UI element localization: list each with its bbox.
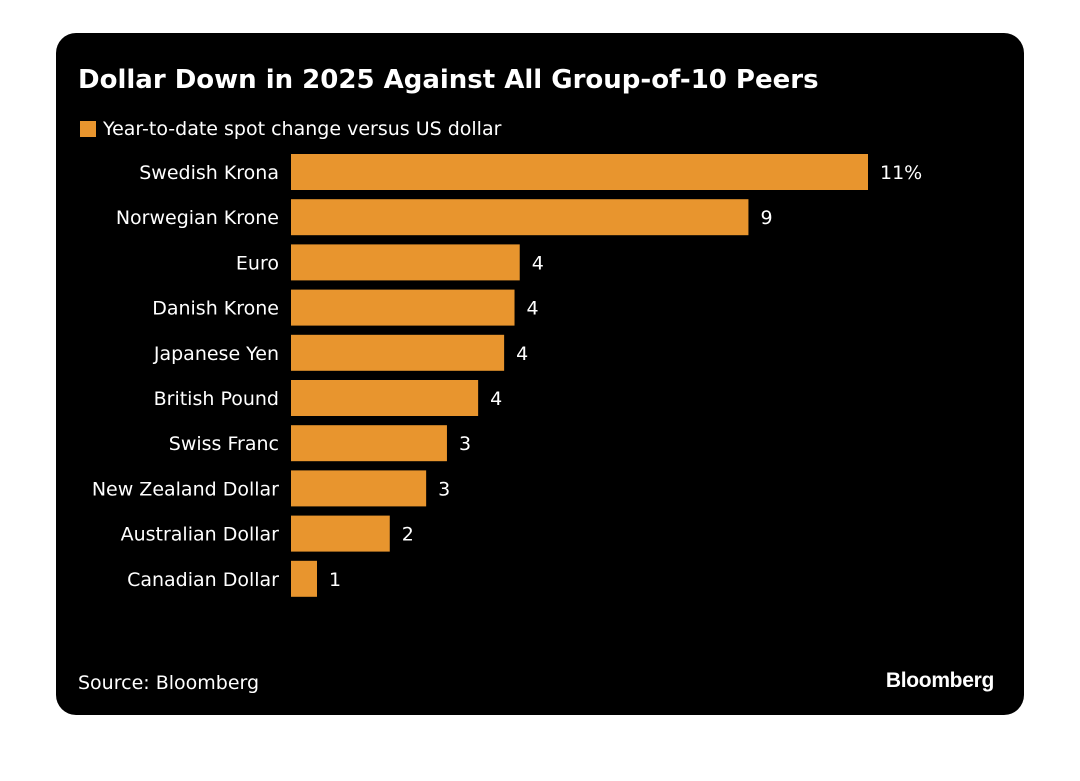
- chart-card: Dollar Down in 2025 Against All Group-of…: [56, 33, 1024, 715]
- data-label: 2: [402, 524, 414, 546]
- category-label: Canadian Dollar: [127, 569, 279, 591]
- legend-swatch: [80, 121, 96, 137]
- bar: [291, 515, 390, 552]
- bar: [291, 470, 427, 507]
- data-label: 4: [516, 343, 528, 365]
- chart-legend: Year-to-date spot change versus US dolla…: [80, 117, 501, 141]
- source-note: Source: Bloomberg: [78, 672, 260, 694]
- legend-label: Year-to-date spot change versus US dolla…: [103, 118, 502, 140]
- data-label: 3: [438, 478, 450, 500]
- data-label: 4: [490, 388, 502, 410]
- bar: [291, 380, 479, 416]
- category-label: New Zealand Dollar: [92, 478, 279, 500]
- bar: [291, 154, 868, 190]
- category-label: Swedish Krona: [139, 162, 279, 184]
- category-label: British Pound: [154, 388, 279, 410]
- category-label: Australian Dollar: [121, 524, 280, 546]
- category-label: Norwegian Krone: [116, 207, 279, 229]
- data-label: 9: [760, 207, 772, 229]
- bar: [291, 244, 520, 281]
- data-label: 3: [459, 433, 471, 455]
- data-label: 4: [532, 252, 544, 274]
- category-label: Japanese Yen: [153, 343, 279, 365]
- data-label: 4: [527, 298, 539, 320]
- bar: [291, 289, 515, 326]
- chart-title: Dollar Down in 2025 Against All Group-of…: [78, 65, 819, 95]
- bar-chart-plot: Swedish Krona 11% Norwegian Krone 9 Euro 4 Dan…: [92, 154, 922, 597]
- data-label: 1: [329, 569, 341, 591]
- bar: [291, 199, 749, 236]
- bar: [291, 334, 505, 371]
- data-label: 11%: [880, 162, 922, 184]
- bar: [291, 560, 317, 597]
- category-label: Euro: [236, 252, 279, 274]
- category-label: Swiss Franc: [169, 433, 279, 455]
- category-label: Danish Krone: [152, 298, 279, 320]
- bloomberg-logo: Bloomberg: [885, 669, 994, 692]
- bar: [291, 425, 447, 462]
